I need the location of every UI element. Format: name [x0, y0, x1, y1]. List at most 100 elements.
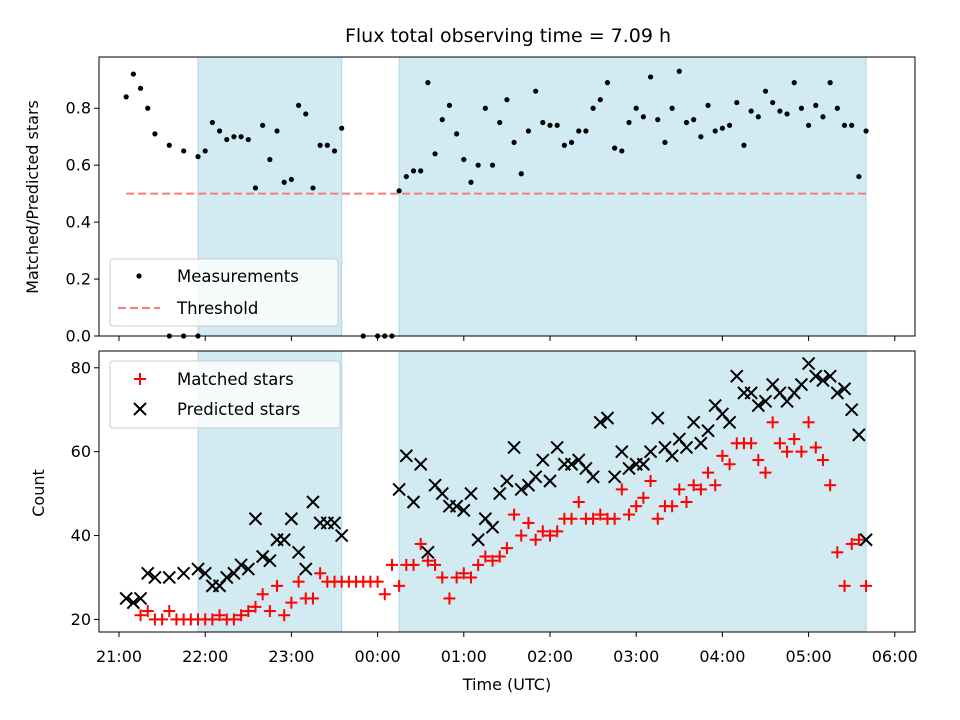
legend-predicted-marker [133, 402, 147, 416]
matched-point [256, 588, 269, 601]
measurement-point [791, 80, 797, 86]
matched-point [809, 441, 822, 454]
top-legend: Measurements Threshold [109, 258, 339, 327]
predicted-point [220, 570, 234, 585]
predicted-point [701, 423, 715, 438]
predicted-point [148, 570, 162, 585]
matched-point [651, 512, 664, 525]
top-legend-box [109, 258, 339, 327]
measurement-point [152, 131, 158, 137]
y-tick-label: 0.8 [66, 99, 91, 118]
x-tick-label: 23:00 [268, 647, 314, 666]
matched-point [235, 609, 248, 622]
measurement-point [863, 128, 869, 134]
top-plot-marks [123, 68, 869, 339]
x-tick-label: 06:00 [872, 647, 918, 666]
measurement-point [561, 142, 567, 148]
matched-point [378, 588, 391, 601]
predicted-point [457, 503, 471, 518]
measurement-point [475, 162, 481, 168]
measurement-point [568, 139, 575, 146]
predicted-point [730, 369, 744, 383]
measurement-point [669, 105, 675, 111]
measurement-point [468, 179, 474, 185]
predicted-point [471, 533, 485, 547]
predicted-point [449, 499, 464, 513]
predicted-point [291, 545, 306, 560]
matched-point [285, 596, 298, 609]
measurement-point [123, 94, 129, 100]
predicted-point [464, 486, 478, 501]
measurement-point [202, 148, 208, 154]
matched-point [852, 533, 865, 546]
y-tick-label: 20 [71, 610, 91, 629]
matched-point [493, 550, 506, 563]
matched-point [759, 466, 772, 479]
predicted-point [615, 444, 629, 459]
legend-matched-marker [134, 373, 146, 385]
measurement-point [252, 185, 259, 191]
measurement-point [590, 105, 596, 111]
measurement-point [418, 168, 424, 174]
x-tick-label: 01:00 [441, 647, 487, 666]
legend-measurements-marker [136, 273, 142, 279]
predicted-point [263, 553, 277, 568]
predicted-point [392, 482, 406, 497]
x-tick-label: 00:00 [355, 647, 401, 666]
measurement-point [691, 117, 697, 123]
predicted-point [852, 428, 866, 442]
y-tick-label: 40 [71, 526, 91, 545]
matched-point [536, 525, 549, 538]
predicted-point [306, 495, 320, 509]
predicted-point [536, 453, 550, 467]
predicted-point [507, 440, 521, 455]
measurement-point [726, 122, 733, 128]
measurement-point [604, 80, 611, 86]
measurement-point [181, 148, 187, 154]
measurement-point [655, 117, 661, 123]
matched-point [206, 613, 219, 626]
legend-predicted-label: Predicted stars [177, 400, 300, 419]
matched-point [407, 558, 420, 571]
measurement-point [504, 97, 510, 103]
predicted-point [176, 566, 191, 580]
legend-threshold-label: Threshold [176, 299, 258, 318]
bottom-legend-box [109, 360, 341, 429]
measurement-point [827, 80, 833, 86]
predicted-point [493, 486, 507, 501]
y-tick-label: 0.2 [66, 270, 91, 289]
matched-point [831, 546, 844, 559]
matched-point [134, 609, 147, 622]
measurement-point [403, 173, 409, 180]
predicted-point [500, 474, 514, 488]
measurement-point [317, 142, 323, 148]
predicted-point [751, 398, 766, 413]
predicted-point [277, 533, 291, 547]
predicted-point [485, 520, 500, 534]
measurement-point [683, 119, 690, 126]
measurement-point [331, 148, 338, 154]
measurement-point [425, 80, 431, 86]
measurement-point [705, 102, 711, 108]
shaded-interval [398, 56, 867, 337]
matched-point [306, 592, 319, 605]
matched-point [860, 579, 873, 592]
matched-point [421, 554, 434, 567]
predicted-point [622, 461, 636, 476]
matched-point [594, 508, 607, 521]
matched-point [457, 567, 470, 580]
matched-point [450, 571, 463, 584]
matched-point [824, 479, 837, 492]
x-tick-label: 03:00 [613, 647, 659, 666]
bottom-panel: 20 40 60 80 21:00 22:00 23:00 00:00 01:00 02:00 0… [29, 350, 918, 694]
measurement-point [518, 171, 524, 177]
measurement-point [310, 185, 316, 191]
matched-point [565, 512, 578, 525]
matched-point [630, 500, 643, 513]
measurement-point [231, 134, 237, 140]
matched-point [472, 558, 485, 571]
x-tick-label: 04:00 [699, 647, 745, 666]
predicted-point [643, 444, 658, 459]
measurement-point [849, 122, 855, 128]
measurement-point [245, 136, 251, 143]
